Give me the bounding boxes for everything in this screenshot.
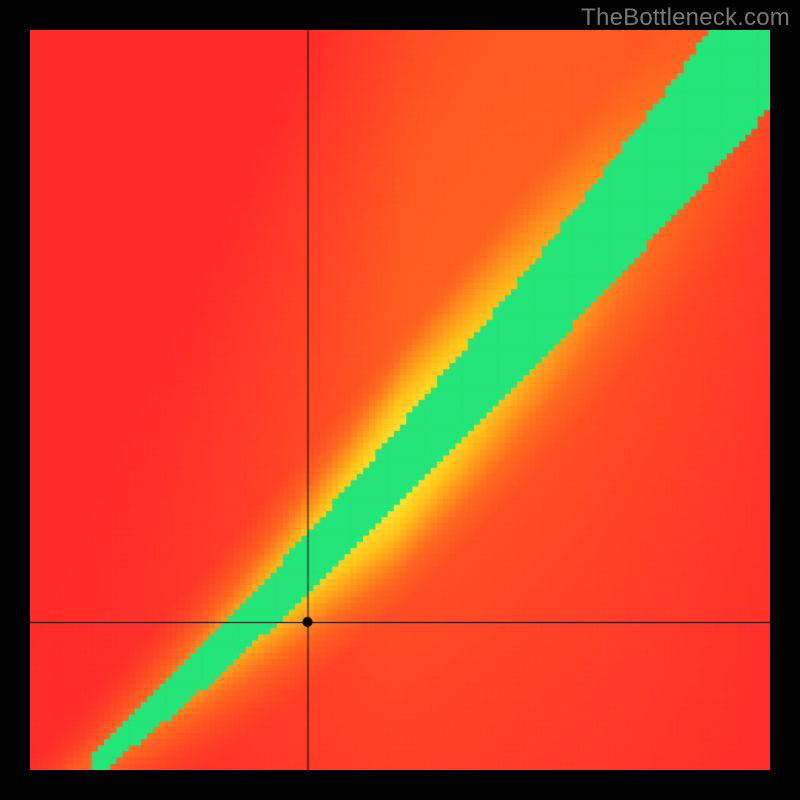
heatmap-plot-area	[30, 30, 770, 770]
chart-container: TheBottleneck.com	[0, 0, 800, 800]
heatmap-canvas	[30, 30, 770, 770]
attribution-text: TheBottleneck.com	[581, 4, 790, 32]
